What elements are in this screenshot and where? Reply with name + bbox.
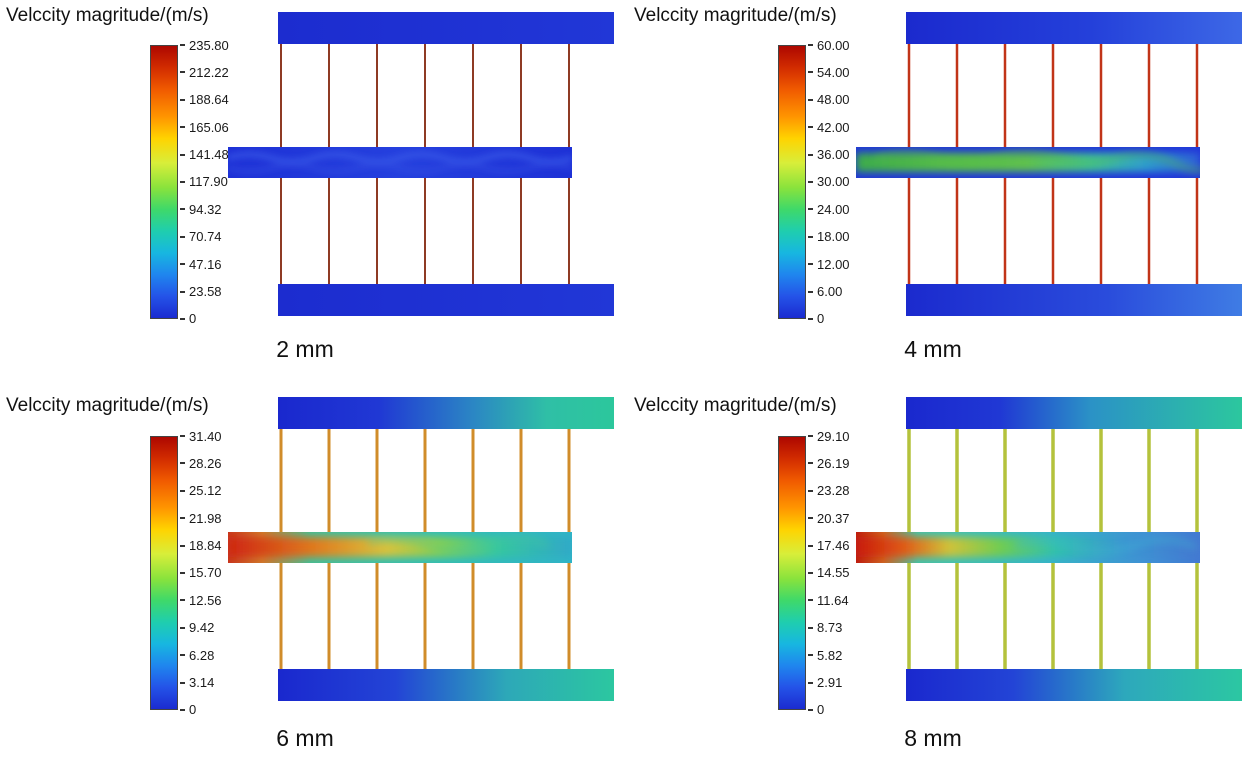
colorbar-tick: 141.48 [180, 147, 229, 162]
colorbar-gradient [778, 45, 806, 319]
colorbar-tick: 18.84 [180, 538, 222, 553]
colorbar-gradient [150, 436, 178, 710]
colorbar-tick: 23.28 [808, 483, 850, 498]
colorbar: 29.10 26.19 23.28 20.37 17.46 14.55 11.6… [778, 429, 850, 717]
panel-title: Velccity magritude/(m/s) [6, 5, 209, 26]
colorbar-tick: 26.19 [808, 456, 850, 471]
flow-field-4mm [856, 12, 1242, 316]
colorbar-tick: 42.00 [808, 120, 850, 135]
colorbar-tick: 14.55 [808, 565, 850, 580]
flow-field-8mm [856, 397, 1242, 701]
colorbar-ticks: 60.00 54.00 48.00 42.00 36.00 30.00 24.0… [808, 38, 850, 327]
panel-title: Velccity magritude/(m/s) [634, 5, 837, 26]
panel-label: 4 mm [904, 336, 962, 362]
colorbar-ticks: 31.40 28.26 25.12 21.98 18.84 15.70 12.5… [180, 429, 222, 718]
colorbar-tick: 23.58 [180, 284, 229, 299]
colorbar-tick: 30.00 [808, 174, 850, 189]
colorbar-tick: 12.00 [808, 257, 850, 272]
colorbar-tick: 5.82 [808, 648, 850, 663]
colorbar: 60.00 54.00 48.00 42.00 36.00 30.00 24.0… [778, 38, 850, 326]
flow-field-2mm [228, 12, 614, 316]
colorbar-tick: 2.91 [808, 675, 850, 690]
colorbar-tick: 212.22 [180, 65, 229, 80]
panel-8mm: Velccity magritude/(m/s) 29.10 26.19 23.… [628, 381, 1256, 763]
panel-label: 8 mm [904, 725, 962, 751]
panel-title: Velccity magritude/(m/s) [6, 395, 209, 416]
colorbar-tick: 6.28 [180, 648, 222, 663]
colorbar-tick: 6.00 [808, 284, 850, 299]
colorbar-tick: 28.26 [180, 456, 222, 471]
colorbar-tick: 54.00 [808, 65, 850, 80]
flow-field-6mm [228, 397, 614, 701]
colorbar: 235.80 212.22 188.64 165.06 141.48 117.9… [150, 38, 229, 326]
colorbar-tick: 188.64 [180, 92, 229, 107]
colorbar-tick: 47.16 [180, 257, 229, 272]
colorbar-ticks: 235.80 212.22 188.64 165.06 141.48 117.9… [180, 38, 229, 327]
colorbar-tick: 235.80 [180, 38, 229, 53]
panel-title: Velccity magritude/(m/s) [634, 395, 837, 416]
colorbar-tick: 94.32 [180, 202, 229, 217]
colorbar-tick: 12.56 [180, 593, 222, 608]
colorbar-tick: 0 [180, 702, 222, 717]
colorbar-tick: 25.12 [180, 483, 222, 498]
colorbar-tick: 36.00 [808, 147, 850, 162]
colorbar: 31.40 28.26 25.12 21.98 18.84 15.70 12.5… [150, 429, 222, 717]
panel-4mm: Velccity magritude/(m/s) 60.00 54.00 48.… [628, 0, 1256, 381]
colorbar-tick: 21.98 [180, 511, 222, 526]
panel-2mm: Velccity magritude/(m/s) 235.80 212.22 1… [0, 0, 628, 381]
colorbar-tick: 17.46 [808, 538, 850, 553]
colorbar-tick: 29.10 [808, 429, 850, 444]
colorbar-ticks: 29.10 26.19 23.28 20.37 17.46 14.55 11.6… [808, 429, 850, 718]
colorbar-tick: 0 [808, 311, 850, 326]
colorbar-tick: 9.42 [180, 620, 222, 635]
colorbar-tick: 70.74 [180, 229, 229, 244]
colorbar-tick: 48.00 [808, 92, 850, 107]
colorbar-tick: 24.00 [808, 202, 850, 217]
colorbar-tick: 0 [180, 311, 229, 326]
colorbar-tick: 3.14 [180, 675, 222, 690]
colorbar-tick: 165.06 [180, 120, 229, 135]
colorbar-tick: 0 [808, 702, 850, 717]
panel-label: 2 mm [276, 336, 334, 362]
colorbar-tick: 31.40 [180, 429, 222, 444]
colorbar-tick: 11.64 [808, 593, 850, 608]
colorbar-gradient [150, 45, 178, 319]
colorbar-gradient [778, 436, 806, 710]
colorbar-tick: 18.00 [808, 229, 850, 244]
colorbar-tick: 117.90 [180, 174, 229, 189]
colorbar-tick: 20.37 [808, 511, 850, 526]
colorbar-tick: 8.73 [808, 620, 850, 635]
colorbar-tick: 15.70 [180, 565, 222, 580]
panel-6mm: Velccity magritude/(m/s) 31.40 28.26 25.… [0, 381, 628, 763]
colorbar-tick: 60.00 [808, 38, 850, 53]
panel-label: 6 mm [276, 725, 334, 751]
